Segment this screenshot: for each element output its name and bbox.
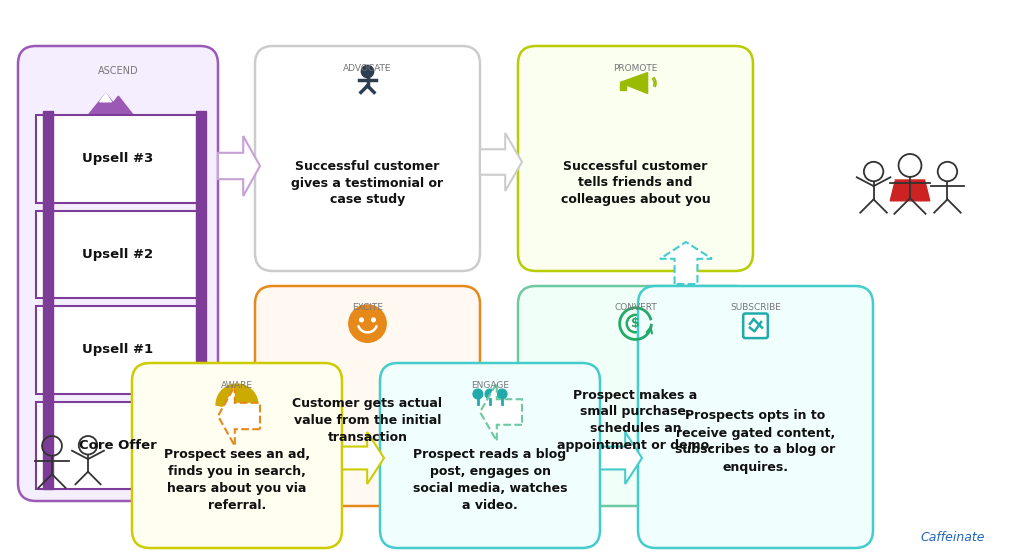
FancyBboxPatch shape	[255, 46, 480, 271]
Circle shape	[473, 389, 482, 399]
Polygon shape	[218, 386, 260, 446]
Bar	[36, 211, 200, 298]
Polygon shape	[342, 432, 384, 484]
Polygon shape	[600, 432, 642, 484]
Text: Upsell #1: Upsell #1	[83, 343, 154, 356]
Bar	[36, 306, 200, 394]
Polygon shape	[480, 383, 522, 441]
Text: ADVOCATE: ADVOCATE	[343, 63, 392, 72]
FancyBboxPatch shape	[18, 46, 218, 501]
Circle shape	[372, 318, 376, 322]
FancyBboxPatch shape	[132, 363, 342, 548]
Text: Customer gets actual
value from the initial
transaction: Customer gets actual value from the init…	[293, 397, 442, 444]
Text: Core Offer: Core Offer	[79, 439, 157, 451]
Text: $: $	[631, 317, 640, 330]
Polygon shape	[218, 136, 260, 196]
Text: CONVERT: CONVERT	[614, 304, 656, 312]
Circle shape	[627, 315, 644, 332]
Text: Prospect makes a
small purchase,
schedules an
appointment or demo.: Prospect makes a small purchase, schedul…	[557, 389, 714, 453]
Text: Caffeinate: Caffeinate	[921, 531, 985, 544]
Circle shape	[498, 389, 507, 399]
Polygon shape	[621, 73, 647, 93]
Circle shape	[359, 318, 364, 322]
Bar	[229, 410, 245, 420]
Bar	[43, 111, 53, 489]
Text: PROMOTE: PROMOTE	[613, 63, 657, 72]
Text: ENGAGE: ENGAGE	[471, 380, 509, 390]
Polygon shape	[216, 384, 258, 411]
Text: Successful customer
tells friends and
colleagues about you: Successful customer tells friends and co…	[561, 160, 711, 206]
Text: ASCEND: ASCEND	[97, 66, 138, 76]
Polygon shape	[99, 93, 112, 102]
Circle shape	[361, 66, 374, 78]
Text: EXCITE: EXCITE	[352, 304, 383, 312]
FancyBboxPatch shape	[518, 286, 753, 506]
Bar	[36, 115, 200, 202]
Text: Prospect sees an ad,
finds you in search,
hears about you via
referral.: Prospect sees an ad, finds you in search…	[164, 448, 310, 512]
FancyBboxPatch shape	[380, 363, 600, 548]
Circle shape	[485, 389, 495, 399]
Text: Upsell #3: Upsell #3	[82, 152, 154, 165]
Text: ...: ...	[379, 60, 387, 70]
Polygon shape	[480, 133, 522, 191]
Text: AWARE: AWARE	[221, 380, 253, 390]
Text: SUBSCRIBE: SUBSCRIBE	[730, 304, 781, 312]
Text: Successful customer
gives a testimonial or
case study: Successful customer gives a testimonial …	[292, 160, 443, 206]
FancyBboxPatch shape	[638, 286, 873, 548]
FancyBboxPatch shape	[518, 46, 753, 271]
FancyBboxPatch shape	[255, 286, 480, 506]
Polygon shape	[103, 96, 134, 116]
Bar	[196, 111, 206, 489]
Polygon shape	[890, 180, 930, 201]
Text: Upsell #2: Upsell #2	[83, 248, 154, 261]
Bar	[621, 82, 626, 90]
Text: Prospects opts in to
receive gated content,
subscribes to a blog or
enquires.: Prospects opts in to receive gated conte…	[676, 410, 836, 474]
FancyBboxPatch shape	[743, 314, 768, 338]
Polygon shape	[660, 242, 712, 284]
Circle shape	[349, 305, 386, 342]
Text: Prospect reads a blog
post, engages on
social media, watches
a video.: Prospect reads a blog post, engages on s…	[413, 448, 567, 512]
Polygon shape	[88, 93, 124, 116]
Bar	[36, 401, 200, 489]
